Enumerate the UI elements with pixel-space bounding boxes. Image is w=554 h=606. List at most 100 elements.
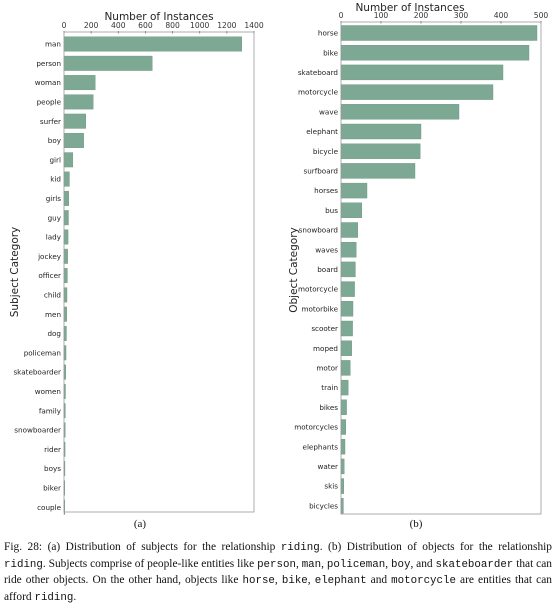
chart-b-category-label: motor <box>316 364 338 373</box>
chart-b-panel-label: (b) <box>410 518 423 530</box>
caption-code: motorcycle <box>391 575 456 587</box>
chart-b-bar <box>340 478 344 494</box>
chart-a-category-label: boys <box>44 464 61 473</box>
chart-b-category-label: waves <box>315 245 338 254</box>
chart-a-category-label: women <box>35 387 61 396</box>
chart-b-category-label: scooter <box>311 324 338 333</box>
chart-a-tick-label: 1200 <box>217 21 236 30</box>
figure: Number of Instances Subject Category 0 20… <box>9 2 548 530</box>
chart-b-category-label: bike <box>323 48 338 57</box>
chart-b-category-label: elephants <box>303 442 339 451</box>
chart-b-category-label: horse <box>318 29 339 38</box>
chart-a-bar <box>63 152 74 168</box>
chart-b-category-label: bikes <box>319 403 338 412</box>
chart-b-category-label: elephant <box>306 127 338 136</box>
caption-code: riding <box>280 542 320 554</box>
caption-text: , <box>274 574 282 586</box>
caption-code: man <box>301 558 322 571</box>
chart-a-bar <box>63 190 69 206</box>
caption-text: that can ride other objects. On the othe… <box>4 557 552 587</box>
chart-a-category-label: policeman <box>24 348 61 357</box>
chart-a-category-label: people <box>37 98 62 107</box>
chart-b-bar <box>340 419 347 435</box>
chart-a-category-label: girl <box>49 155 61 164</box>
chart-b-bar <box>340 439 346 455</box>
chart-a-category-label: officer <box>38 271 61 280</box>
chart-a-category-label: family <box>39 406 62 415</box>
chart-b-category-label: bus <box>325 206 338 215</box>
chart-a-category-label: lady <box>46 233 62 242</box>
chart-b-bars <box>340 25 538 514</box>
chart-b-category-label: train <box>321 383 338 392</box>
chart-a-bar <box>63 248 68 264</box>
chart-a-category-label: couple <box>37 503 61 512</box>
chart-a-y-axis-label: Subject Category <box>9 227 21 318</box>
chart-b-bar <box>340 25 538 41</box>
chart-a-category-labels: man person woman people surfer boy girl kid girl… <box>13 40 61 512</box>
chart-b-tick-label: 200 <box>414 11 429 20</box>
chart-b-category-label: motorcycle <box>298 88 339 97</box>
chart-b-category-label: snowboard <box>299 226 338 235</box>
chart-b-category-label: skis <box>324 482 338 491</box>
chart-b-category-label: wave <box>319 107 339 116</box>
chart-b-bar <box>340 320 353 337</box>
chart-a-tick-label: 600 <box>138 21 153 30</box>
chart-b-category-label: bicycles <box>309 501 338 510</box>
caption-text: . Subjects comprise of people-like entit… <box>42 557 258 570</box>
chart-a-tick-label: 800 <box>165 21 180 30</box>
chart-b-bar <box>340 143 421 159</box>
chart-a-category-label: dog <box>47 329 61 338</box>
chart-b-category-label: motorcycle <box>298 285 339 294</box>
chart-a: Number of Instances Subject Category 0 20… <box>9 11 264 530</box>
chart-b-category-label: skateboard <box>298 68 338 77</box>
chart-a-bar <box>63 268 68 284</box>
chart-b-y-axis-label: Object Category <box>288 227 300 313</box>
caption-text: , <box>321 557 327 570</box>
chart-b-category-label: bicycle <box>313 147 339 156</box>
chart-b-tick-label: 500 <box>534 11 549 20</box>
chart-a-category-label: men <box>45 310 61 319</box>
chart-b-bar <box>340 222 358 238</box>
chart-b-bar <box>340 261 356 278</box>
chart-a-bar <box>63 113 86 129</box>
caption-code: boy <box>390 558 411 571</box>
chart-a-bar <box>63 171 70 187</box>
caption-text: , <box>295 557 302 570</box>
chart-b-category-label: water <box>318 462 339 471</box>
chart-b-tick-label: 100 <box>374 11 389 20</box>
chart-b-x-ticks: 0 100 200 300 400 500 <box>339 11 549 24</box>
chart-b-bar <box>340 399 347 415</box>
chart-b-category-labels: horse bike skateboard motorcycle wave elephan… <box>294 29 338 511</box>
chart-a-bar <box>63 287 68 303</box>
chart-b-bar <box>340 64 504 81</box>
chart-a-category-label: boy <box>48 136 62 145</box>
chart-b-bar <box>340 458 345 475</box>
chart-a-category-label: rider <box>44 445 61 454</box>
chart-b-bar <box>340 104 460 120</box>
chart-a-category-label: person <box>36 59 61 68</box>
caption-code: skateboarder <box>435 558 514 571</box>
chart-b-category-label: motorbike <box>302 304 339 313</box>
chart-a-bar <box>63 94 94 110</box>
chart-b-bar <box>340 281 355 297</box>
chart-a-bar <box>63 36 242 52</box>
chart-a-category-label: snowboarder <box>14 426 61 435</box>
chart-a-tick-label: 1400 <box>244 21 263 30</box>
chart-b-bar <box>340 182 368 199</box>
caption-code: riding <box>34 591 74 604</box>
chart-a-category-label: guy <box>48 213 62 222</box>
caption-code: bike <box>281 575 308 587</box>
chart-b-bar <box>340 241 357 258</box>
caption-text: , <box>385 557 391 570</box>
chart-a-tick-label: 400 <box>111 21 126 30</box>
chart-a-category-label: jockey <box>37 252 62 261</box>
chart-a-bar <box>63 133 84 148</box>
chart-a-tick-label: 200 <box>84 21 99 30</box>
chart-b-category-label: surfboard <box>303 167 338 176</box>
chart-b-plot-frame <box>340 21 542 515</box>
chart-b-bar <box>340 340 353 356</box>
caption-text: and <box>366 574 392 586</box>
caption-code: person <box>257 558 296 571</box>
chart-b: Number of Instances Object Category 0 100… <box>288 2 548 530</box>
chart-b-bar <box>340 301 354 317</box>
